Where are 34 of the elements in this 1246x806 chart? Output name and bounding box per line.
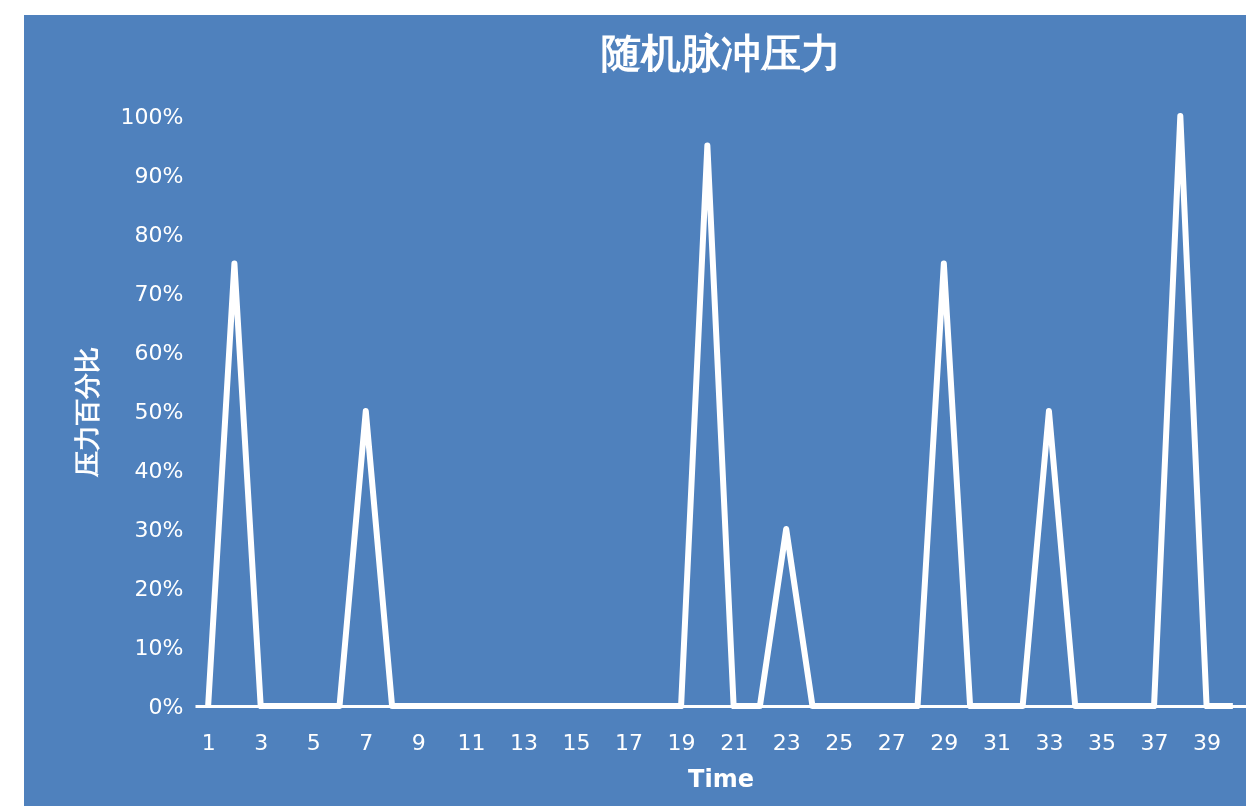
x-tick-label: 1	[201, 729, 216, 755]
y-tick-label: 90%	[134, 162, 184, 188]
x-tick-label: 17	[615, 729, 644, 755]
x-tick-label: 7	[359, 729, 374, 755]
x-tick-label: 25	[825, 729, 854, 755]
y-tick-label: 70%	[134, 280, 184, 306]
x-tick-label: 3	[254, 729, 269, 755]
x-tick-label: 39	[1193, 729, 1222, 755]
x-tick-label: 5	[306, 729, 321, 755]
x-tick-label: 29	[930, 729, 959, 755]
x-tick-label: 27	[877, 729, 906, 755]
x-tick-label: 21	[720, 729, 749, 755]
y-axis-title: 压力百分比	[71, 346, 102, 478]
y-tick-label: 30%	[134, 516, 184, 542]
x-tick-label: 13	[509, 729, 538, 755]
x-tick-label: 33	[1035, 729, 1064, 755]
x-tick-label: 31	[982, 729, 1011, 755]
y-tick-label: 100%	[120, 103, 184, 129]
x-tick-label: 11	[457, 729, 486, 755]
y-tick-label: 60%	[134, 339, 184, 365]
x-tick-label: 37	[1140, 729, 1169, 755]
y-tick-label: 80%	[134, 221, 184, 247]
x-tick-label: 35	[1087, 729, 1116, 755]
x-tick-label: 15	[562, 729, 591, 755]
x-axis-title: Time	[688, 764, 754, 793]
chart-title: 随机脉冲压力	[600, 30, 841, 76]
y-tick-label: 20%	[134, 575, 184, 601]
x-tick-label: 23	[772, 729, 801, 755]
y-tick-label: 10%	[134, 634, 184, 660]
x-tick-label: 9	[411, 729, 426, 755]
x-tick-label: 19	[667, 729, 696, 755]
y-tick-label: 0%	[148, 693, 184, 719]
y-tick-label: 50%	[134, 398, 184, 424]
y-tick-label: 40%	[134, 457, 184, 483]
